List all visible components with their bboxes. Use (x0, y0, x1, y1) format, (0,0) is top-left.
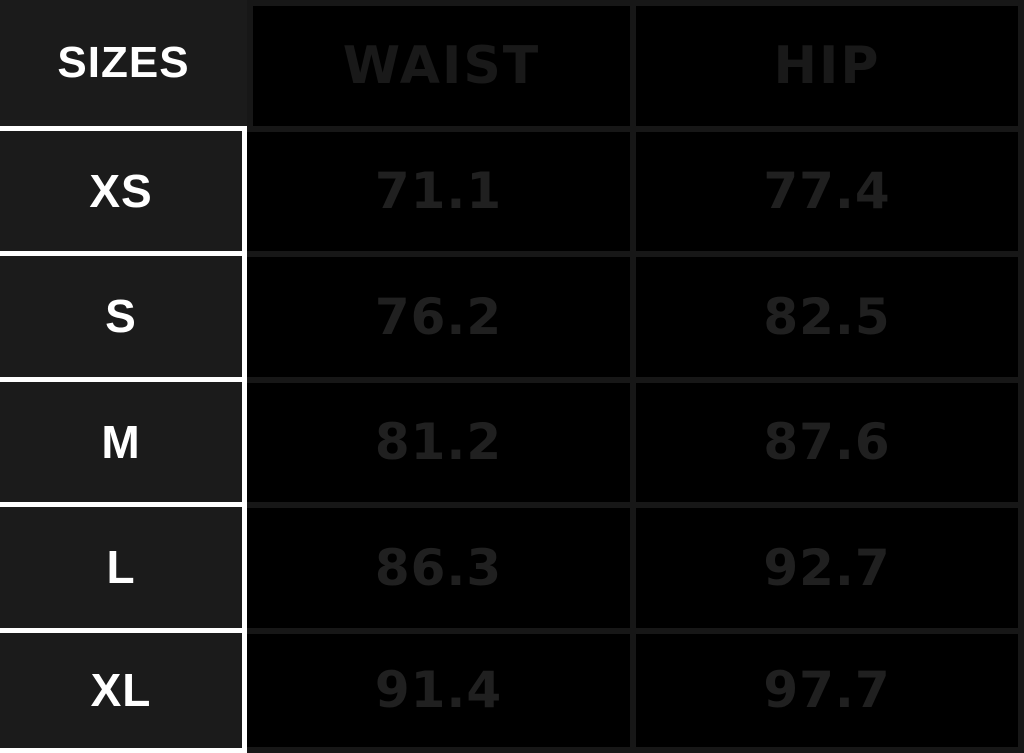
size-cell-xl: XL (0, 627, 247, 753)
size-cell-m: M (0, 376, 247, 502)
size-cell-xs: XS (0, 125, 247, 251)
header-cell-waist: WAIST (247, 0, 630, 126)
hip-value-s: 82.5 (630, 251, 1024, 377)
waist-value-l: 86.3 (247, 502, 630, 628)
header-cell-hip: HIP (630, 0, 1024, 126)
waist-value-s: 76.2 (247, 251, 630, 377)
header-cell-sizes: SIZES (0, 0, 247, 126)
waist-value-xl: 91.4 (247, 627, 630, 753)
hip-value-xs: 77.4 (630, 125, 1024, 251)
waist-value-xs: 71.1 (247, 125, 630, 251)
waist-value-m: 81.2 (247, 376, 630, 502)
size-cell-l: L (0, 502, 247, 628)
hip-value-m: 87.6 (630, 376, 1024, 502)
hip-value-l: 92.7 (630, 502, 1024, 628)
size-cell-s: S (0, 251, 247, 377)
hip-value-xl: 97.7 (630, 627, 1024, 753)
